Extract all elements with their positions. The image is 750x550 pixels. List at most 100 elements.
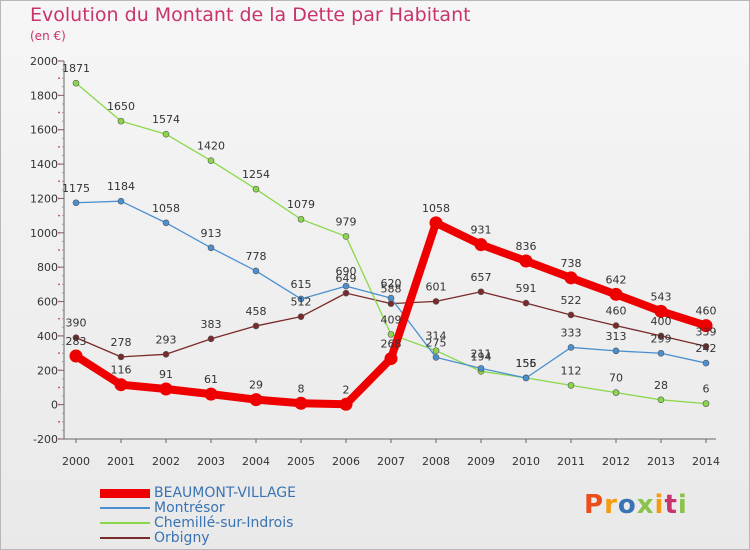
logo-letter: P bbox=[584, 490, 605, 520]
data-label: 339 bbox=[696, 325, 717, 338]
data-point bbox=[207, 335, 215, 343]
data-label: 1871 bbox=[62, 62, 90, 75]
logo-letter: x bbox=[636, 490, 655, 520]
y-marker-dot bbox=[58, 335, 60, 337]
y-marker-dot bbox=[58, 163, 60, 165]
data-label: 91 bbox=[159, 368, 173, 381]
x-tick-label: 2007 bbox=[377, 455, 405, 468]
legend-item-chemille-sur-indrois: Chemillé-sur-Indrois bbox=[100, 516, 296, 531]
y-tick-label: 1800 bbox=[30, 89, 58, 102]
y-marker-dot bbox=[58, 60, 60, 62]
data-point bbox=[387, 331, 395, 338]
y-marker-dot bbox=[58, 231, 60, 234]
data-point bbox=[342, 282, 350, 290]
axes: -200 0 200 400 600 800 1000 1200 1400 1600 1800 200… bbox=[30, 55, 720, 468]
data-point bbox=[432, 347, 440, 354]
data-point bbox=[294, 396, 308, 410]
data-point bbox=[699, 319, 713, 333]
data-label: 283 bbox=[66, 335, 87, 348]
legend-item-beaumont-village: BEAUMONT-VILLAGE bbox=[100, 486, 296, 501]
data-label: 313 bbox=[606, 330, 627, 343]
data-label: 333 bbox=[561, 326, 582, 339]
data-point bbox=[657, 396, 665, 404]
data-label: 1058 bbox=[152, 202, 180, 215]
y-marker-dot bbox=[58, 352, 60, 354]
data-label: 293 bbox=[156, 333, 177, 346]
data-label: 1420 bbox=[197, 140, 225, 153]
data-point bbox=[117, 197, 125, 205]
data-point bbox=[564, 271, 578, 285]
x-tick-label: 2014 bbox=[692, 455, 720, 468]
data-point bbox=[384, 352, 398, 366]
data-point bbox=[612, 389, 620, 396]
data-point bbox=[657, 332, 665, 340]
x-tick-label: 2003 bbox=[197, 455, 225, 468]
logo-letter: i bbox=[654, 490, 665, 520]
data-label: 460 bbox=[606, 305, 627, 318]
data-point bbox=[522, 299, 530, 307]
data-point bbox=[249, 393, 263, 407]
y-marker-dot bbox=[58, 249, 60, 251]
y-marker-dot bbox=[58, 128, 60, 131]
data-point bbox=[612, 322, 620, 329]
data-label: 275 bbox=[426, 336, 447, 349]
data-point bbox=[159, 382, 173, 396]
x-tick-label: 2000 bbox=[62, 455, 90, 468]
data-label: 116 bbox=[111, 364, 132, 377]
data-label: 1574 bbox=[152, 113, 180, 126]
data-label: 1254 bbox=[242, 168, 270, 181]
y-marker-dot bbox=[58, 266, 60, 269]
x-tick-label: 2006 bbox=[332, 455, 360, 468]
legend-swatch bbox=[100, 522, 150, 524]
data-label: 194 bbox=[471, 350, 492, 363]
data-label: 690 bbox=[336, 265, 357, 278]
data-point bbox=[567, 311, 575, 319]
legend-item-montresor: Montrésor bbox=[100, 501, 296, 516]
data-point bbox=[204, 387, 218, 401]
y-tick-label: 0 bbox=[51, 399, 58, 412]
data-label: 211 bbox=[471, 347, 492, 360]
data-point bbox=[72, 79, 80, 87]
data-label: 979 bbox=[336, 215, 357, 228]
x-tick-label: 2009 bbox=[467, 455, 495, 468]
data-point bbox=[72, 199, 80, 207]
data-label: 6 bbox=[703, 383, 710, 396]
x-tick-label: 2004 bbox=[242, 455, 270, 468]
data-labels: 283 116 91 61 29 8 2 268 1058 931 836 738 642 543 460 1… bbox=[62, 62, 717, 396]
data-label: 400 bbox=[651, 315, 672, 328]
data-label: 738 bbox=[561, 257, 582, 270]
data-label: 268 bbox=[381, 338, 402, 351]
y-tick-label: 1200 bbox=[30, 192, 58, 205]
y-marker-dot bbox=[58, 369, 60, 372]
data-point bbox=[654, 304, 668, 318]
legend-item-orbigny: Orbigny bbox=[100, 531, 296, 546]
y-tick-label: -200 bbox=[33, 433, 58, 446]
x-tick-label: 2008 bbox=[422, 455, 450, 468]
data-point bbox=[252, 267, 260, 275]
data-point bbox=[252, 322, 260, 330]
data-point bbox=[162, 130, 170, 138]
data-point bbox=[567, 344, 575, 351]
y-marker-dot bbox=[58, 317, 60, 320]
data-point bbox=[519, 254, 533, 268]
y-tick-label: 200 bbox=[37, 364, 58, 377]
data-point bbox=[432, 354, 440, 361]
x-tick-label: 2010 bbox=[512, 455, 540, 468]
x-tick-label: 2002 bbox=[152, 455, 180, 468]
y-marker-dot bbox=[58, 300, 60, 303]
series-lines bbox=[69, 79, 713, 411]
data-label: 28 bbox=[654, 379, 668, 392]
legend-label: Orbigny bbox=[154, 530, 210, 546]
data-point bbox=[612, 347, 620, 355]
data-point bbox=[114, 378, 128, 392]
data-label: 1058 bbox=[422, 202, 450, 215]
data-label: 383 bbox=[201, 318, 222, 331]
data-point bbox=[609, 287, 623, 301]
logo-letter: o bbox=[617, 490, 637, 520]
data-point bbox=[162, 350, 170, 358]
y-tick-label: 1600 bbox=[30, 124, 58, 137]
y-marker-dot bbox=[58, 94, 60, 97]
x-tick-label: 2013 bbox=[647, 455, 675, 468]
x-tick-label: 2012 bbox=[602, 455, 630, 468]
